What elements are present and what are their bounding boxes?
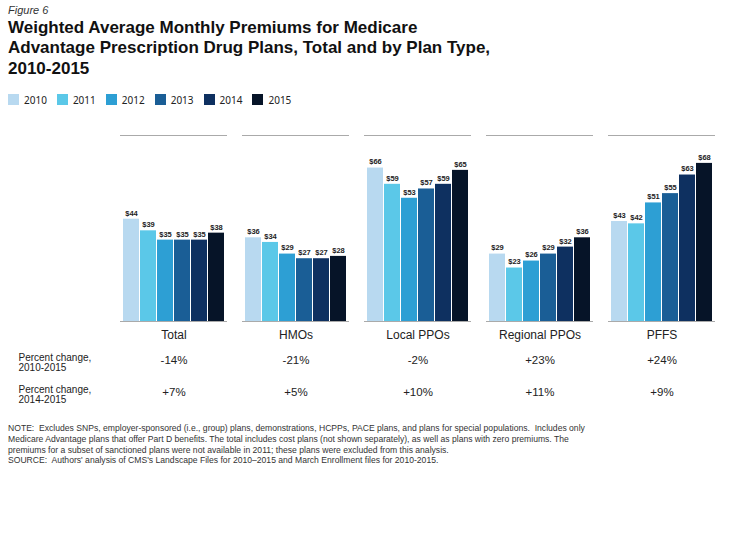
svg-text:$34: $34 xyxy=(264,232,277,241)
svg-text:Regional PPOs: Regional PPOs xyxy=(499,328,581,342)
svg-text:$27: $27 xyxy=(315,248,328,257)
svg-text:+11%: +11% xyxy=(526,386,555,398)
html-text:Weighted Average Monthly Premi: Weighted Average Monthly Premiums for Me… xyxy=(8,18,491,78)
svg-text:$53: $53 xyxy=(403,188,416,197)
svg-text:Percent change,2014-2015: Percent change,2014-2015 xyxy=(19,384,92,405)
svg-text:+10%: +10% xyxy=(403,386,433,398)
html-text:Figure 6: Figure 6 xyxy=(8,4,49,16)
svg-text:+24%: +24% xyxy=(647,354,677,366)
svg-text:$26: $26 xyxy=(525,251,538,260)
html-text:2015: 2015 xyxy=(268,92,292,107)
svg-text:$59: $59 xyxy=(386,174,399,183)
svg-text:-14%: -14% xyxy=(161,354,188,366)
svg-text:$59: $59 xyxy=(437,174,450,183)
svg-text:-2%: -2% xyxy=(408,354,428,366)
svg-text:+23%: +23% xyxy=(525,354,555,366)
svg-text:PFFS: PFFS xyxy=(647,328,678,342)
svg-text:$36: $36 xyxy=(247,227,260,236)
html-text:NOTE: Excludes SNPs, employer-: NOTE: Excludes SNPs, employer-sponsored … xyxy=(8,423,585,466)
html-text:2014: 2014 xyxy=(219,92,243,107)
svg-text:$35: $35 xyxy=(159,230,172,239)
svg-text:$66: $66 xyxy=(369,158,382,167)
svg-text:$38: $38 xyxy=(210,223,223,232)
svg-text:$44: $44 xyxy=(125,209,138,218)
svg-text:$28: $28 xyxy=(332,246,345,255)
svg-text:$43: $43 xyxy=(613,211,626,220)
svg-text:$23: $23 xyxy=(508,258,521,267)
svg-text:$55: $55 xyxy=(664,183,677,192)
html-text:2013: 2013 xyxy=(170,92,194,107)
svg-text:$29: $29 xyxy=(281,244,294,253)
svg-text:+9%: +9% xyxy=(650,386,673,398)
html-text:2012: 2012 xyxy=(121,92,145,107)
html-text:2010: 2010 xyxy=(24,92,47,107)
svg-text:$68: $68 xyxy=(698,153,711,162)
svg-text:$57: $57 xyxy=(420,179,433,188)
svg-text:$29: $29 xyxy=(491,244,504,253)
html-text:2011: 2011 xyxy=(72,92,96,107)
svg-text:$32: $32 xyxy=(559,237,572,246)
svg-text:-21%: -21% xyxy=(283,354,310,366)
svg-text:$36: $36 xyxy=(576,227,589,236)
svg-text:$29: $29 xyxy=(542,244,555,253)
svg-text:Percent change,2010-2015: Percent change,2010-2015 xyxy=(19,352,92,373)
svg-text:+7%: +7% xyxy=(162,386,185,398)
svg-text:Total: Total xyxy=(161,328,186,342)
svg-text:$35: $35 xyxy=(176,230,189,239)
svg-text:HMOs: HMOs xyxy=(279,328,313,342)
svg-text:$42: $42 xyxy=(630,213,643,222)
svg-text:$51: $51 xyxy=(647,192,660,201)
svg-text:$65: $65 xyxy=(454,160,467,169)
svg-text:$63: $63 xyxy=(681,165,694,174)
svg-text:$27: $27 xyxy=(298,248,311,257)
svg-text:$39: $39 xyxy=(142,220,155,229)
svg-text:+5%: +5% xyxy=(284,386,307,398)
svg-text:$35: $35 xyxy=(193,230,206,239)
svg-text:Local PPOs: Local PPOs xyxy=(386,328,449,342)
